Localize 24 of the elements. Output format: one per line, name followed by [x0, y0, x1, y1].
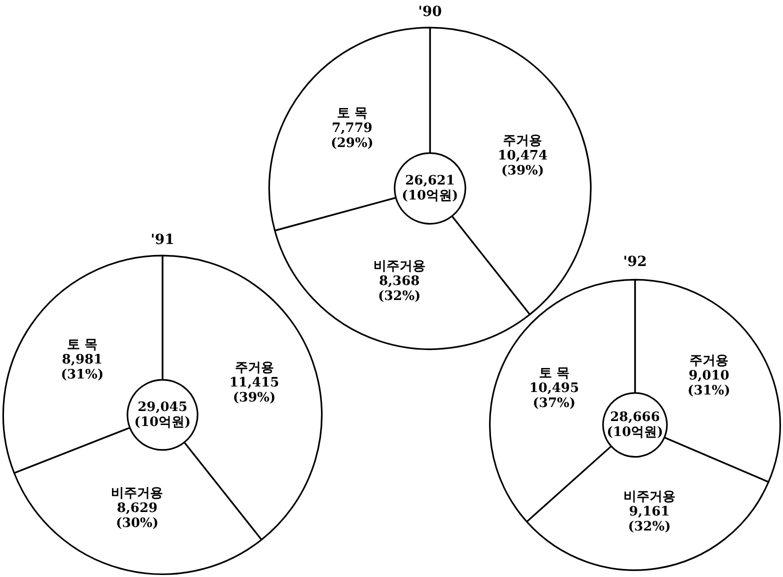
slice-label: 주거용 [234, 360, 274, 376]
data-label: 8,368 (32%) [378, 274, 421, 304]
chart-title: '91 [150, 232, 174, 248]
data-label: 11,415 (39%) [229, 375, 280, 406]
data-label: 10,474 (39%) [498, 148, 548, 179]
slice-label: 비주거용 [373, 258, 426, 274]
chart-title: '90 [418, 4, 442, 20]
slice-label: 비주거용 [623, 490, 676, 505]
slice-label: 토 목 [66, 338, 98, 353]
data-label: 9,010 (31%) [688, 368, 730, 398]
data-label: 9,161 (32%) [628, 504, 671, 535]
slice-label: 주거용 [503, 134, 542, 149]
data-label: 10,495 (37%) [529, 381, 580, 412]
data-label: 7,779 (29%) [330, 121, 374, 152]
slice-label: 토 목 [538, 366, 570, 382]
slice-label: 토 목 [336, 106, 368, 122]
text: 28,666 (10억원) [606, 410, 664, 440]
text: 26,621 (10억원) [402, 173, 458, 204]
data-label: 8,981 (31%) [60, 352, 104, 383]
text: 29,045 (10억원) [134, 400, 191, 430]
chart-title: '92 [623, 254, 647, 270]
data-label: 8,629 (30%) [116, 501, 159, 532]
slice-label: 비주거용 [111, 486, 164, 502]
slice-label: 주거용 [689, 353, 728, 368]
